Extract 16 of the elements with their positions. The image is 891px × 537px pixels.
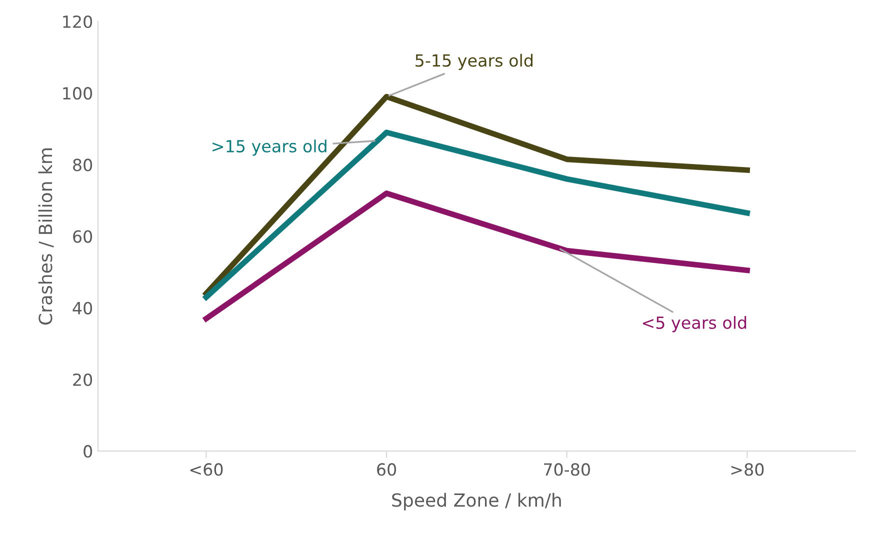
series-label: >15 years old [212,140,326,156]
x-tick-label: >80 [731,463,764,476]
y-tick-label: 60 [73,230,92,243]
text: <5 years old [642,316,746,332]
x-tick-label: <60 [190,463,223,476]
y-tick-label: 0 [84,445,92,458]
x-tick-label: 70-80 [544,463,590,476]
y-tick-label: 80 [73,158,92,172]
y-tick-label: 120 [63,15,92,28]
y-tick-label: 20 [73,373,92,386]
x-axis-title: Speed Zone / km/h [392,492,561,510]
y-tick-label: 40 [72,302,92,314]
text: 5-15 years old [416,54,532,70]
y-axis-title: Crashes / Billion km [38,148,54,325]
x-tick-label: 60 [377,463,396,476]
y-tick-label: 100 [63,87,92,100]
